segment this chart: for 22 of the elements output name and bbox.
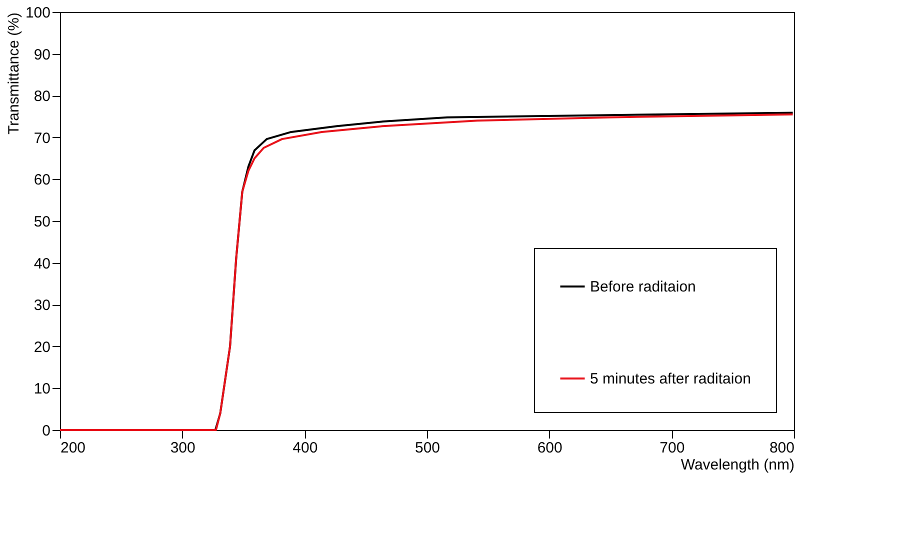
y-tick-label: 10 [34, 380, 50, 398]
y-tick-label: 20 [34, 338, 50, 356]
y-tick-label: 60 [34, 172, 50, 189]
x-tick-label: 600 [537, 440, 562, 456]
y-tick-label: 90 [34, 46, 50, 64]
legend-label: Before raditaion [590, 278, 696, 296]
y-tick-label: 80 [34, 88, 50, 106]
x-tick-label: 300 [170, 440, 196, 456]
y-tick-label: 0 [42, 422, 50, 440]
legend-label: 5 minutes after raditaion [590, 370, 751, 388]
x-tick-label: 400 [292, 440, 318, 456]
y-tick-label: 40 [34, 255, 50, 272]
y-tick-label: 30 [34, 297, 50, 314]
x-tick-label: 500 [414, 440, 440, 456]
x-tick-label: 800 [769, 440, 794, 456]
y-tick-label: 70 [34, 130, 50, 147]
y-tick-label: 100 [25, 4, 50, 22]
x-tick-label: 200 [60, 440, 86, 456]
x-tick-label: 700 [660, 440, 685, 456]
x-axis-title: Wavelength (nm) [680, 456, 794, 474]
y-axis-title: Transmittance (%) [5, 12, 22, 134]
y-tick-label: 50 [34, 214, 50, 230]
